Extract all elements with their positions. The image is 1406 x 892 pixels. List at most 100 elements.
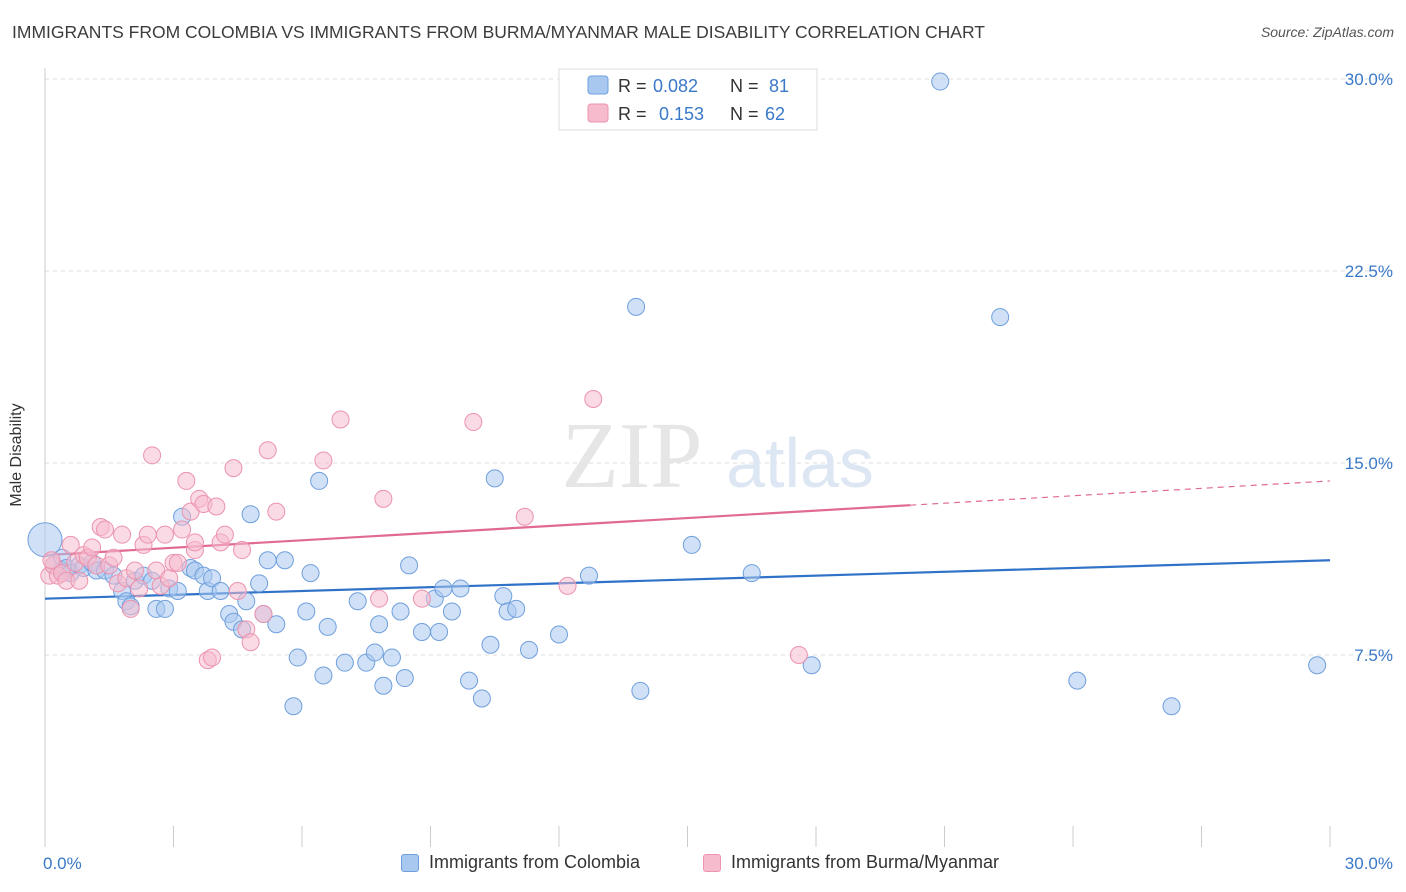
points-burma [40, 390, 808, 670]
data-point-burma [168, 553, 187, 572]
data-point-burma [267, 502, 286, 521]
gridlines [45, 78, 1393, 656]
data-point-burma [789, 646, 808, 664]
data-point-burma [177, 471, 196, 490]
axes [44, 68, 1331, 847]
data-point-burma [370, 589, 389, 608]
data-point-colombia [267, 615, 286, 634]
y-tick-label: 22.5% [1345, 262, 1393, 281]
data-point-burma [228, 582, 247, 600]
data-point-colombia [370, 615, 389, 634]
x-tick-label: 0.0% [43, 854, 82, 873]
data-point-colombia [288, 648, 307, 667]
data-point-burma [130, 579, 149, 598]
data-point-burma [70, 571, 89, 590]
legend-item-colombia: Immigrants from Colombia [401, 852, 640, 873]
data-point-colombia [250, 574, 269, 593]
data-point-burma [83, 538, 102, 557]
data-point-colombia [412, 622, 431, 641]
data-point-burma [374, 489, 393, 508]
y-tick-label: 30.0% [1345, 70, 1393, 89]
data-point-colombia [241, 505, 260, 524]
data-point-burma [233, 541, 252, 560]
data-point-colombia [1308, 656, 1327, 675]
data-point-burma [314, 451, 333, 470]
legend-swatch-colombia-bottom [401, 853, 419, 872]
data-point-burma [113, 525, 132, 544]
data-point-colombia [472, 689, 491, 708]
data-point-colombia [391, 602, 410, 621]
watermark: ZIP atlas [562, 404, 874, 508]
data-point-colombia [742, 564, 761, 583]
data-point-colombia [579, 566, 598, 585]
data-point-burma [138, 525, 157, 544]
data-point-burma [515, 507, 534, 526]
data-point-burma [258, 441, 277, 460]
x-tick-labels: 0.0% 30.0% [43, 854, 1393, 873]
data-point-colombia [318, 617, 337, 636]
data-point-colombia [301, 564, 320, 583]
watermark-zip: ZIP [562, 404, 703, 508]
data-point-burma [95, 520, 114, 539]
source-label: Source: ZipAtlas.com [1260, 24, 1394, 40]
trend-line-dashed [910, 480, 1331, 506]
data-point-burma [61, 535, 80, 554]
legend-n-label-colombia: N = [730, 76, 759, 96]
legend-item-burma: Immigrants from Burma/Myanmar [703, 852, 999, 873]
data-point-colombia [284, 697, 303, 716]
y-tick-label: 15.0% [1345, 454, 1393, 473]
data-point-colombia [460, 671, 479, 690]
data-point-colombia [258, 551, 277, 570]
data-point-burma [224, 459, 243, 478]
legend-r-value-colombia: 0.082 [653, 76, 698, 96]
legend-r-value-burma: 0.153 [659, 104, 704, 124]
legend-label-burma: Immigrants from Burma/Myanmar [731, 852, 1000, 872]
data-point-colombia [627, 297, 646, 316]
data-point-colombia [507, 599, 526, 618]
data-point-colombia [991, 308, 1010, 327]
legend-swatch-burma-bottom [703, 853, 721, 872]
legend-label-colombia: Immigrants from Colombia [429, 852, 641, 872]
data-point-colombia [430, 622, 449, 641]
legend-n-value-burma: 62 [765, 104, 785, 124]
data-point-burma [464, 413, 483, 432]
legend-swatch-colombia [587, 75, 609, 95]
data-point-burma [104, 548, 123, 567]
data-point-burma [185, 533, 204, 552]
data-point-burma [155, 525, 174, 544]
data-point-burma [215, 525, 234, 544]
data-point-colombia [520, 640, 539, 659]
data-point-colombia [395, 669, 414, 688]
data-point-burma [203, 648, 222, 667]
legend-swatch-burma [587, 103, 609, 123]
data-point-colombia [348, 592, 367, 611]
data-point-burma [121, 599, 140, 618]
data-point-burma [42, 551, 61, 570]
data-point-colombia [365, 643, 384, 662]
data-point-burma [160, 569, 179, 588]
data-point-colombia [297, 602, 316, 621]
watermark-atlas: atlas [726, 424, 874, 502]
data-point-burma [331, 410, 350, 429]
legend-n-value-colombia: 81 [769, 76, 789, 96]
data-point-colombia [400, 556, 419, 575]
data-point-colombia [682, 535, 701, 554]
points-colombia [27, 72, 1327, 716]
data-point-burma [173, 520, 192, 539]
data-point-burma [241, 633, 260, 652]
data-point-burma [584, 390, 603, 408]
data-point-colombia [1162, 697, 1181, 716]
data-point-colombia [335, 653, 354, 672]
data-point-burma [558, 576, 577, 595]
data-point-colombia [203, 569, 222, 588]
legend-bottom: Immigrants from Colombia Immigrants from… [0, 852, 1406, 878]
data-point-colombia [374, 676, 393, 695]
data-point-colombia [631, 681, 650, 700]
y-tick-label: 7.5% [1354, 646, 1393, 665]
data-point-colombia [155, 599, 174, 618]
data-point-colombia [550, 625, 568, 644]
data-point-colombia [314, 666, 333, 685]
data-point-colombia [211, 582, 230, 600]
data-point-colombia [310, 471, 329, 490]
legend-box: R = 0.082 N = 81 R = 0.153 N = 62 [558, 68, 818, 131]
